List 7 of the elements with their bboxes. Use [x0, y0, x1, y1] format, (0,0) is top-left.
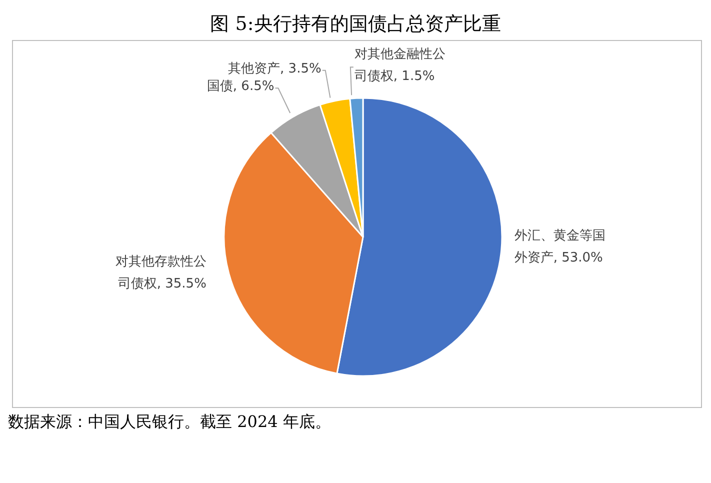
slice-label: 对其他存款性公司债权, 35.5% [115, 254, 206, 291]
slice-label: 对其他金融性公司债权, 1.5% [354, 46, 446, 84]
slice-label: 外汇、黄金等国外资产, 53.0% [514, 228, 606, 265]
chart-title: 图 5:央行持有的国债占总资产比重 [209, 12, 502, 37]
slice-label: 其他资产, 3.5% [228, 60, 322, 76]
source-note: 数据来源：中国人民银行。截至 2024 年底。 [8, 412, 332, 433]
slice-label: 国债, 6.5% [206, 78, 274, 94]
